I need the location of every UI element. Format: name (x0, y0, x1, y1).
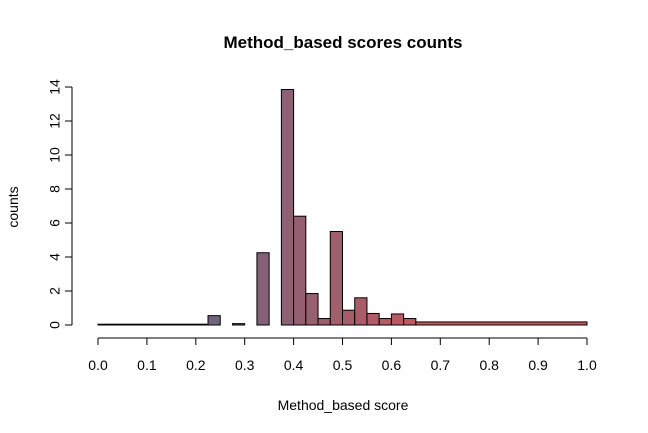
histogram-bar-2 (231, 323, 246, 326)
x-axis-label: Method_based score (278, 397, 409, 413)
histogram-bar-8 (329, 231, 343, 326)
histogram-bar-12 (378, 318, 392, 326)
histogram-bar-10 (354, 297, 368, 326)
histogram-bar-13 (390, 313, 405, 326)
y-axis-label: counts (5, 186, 21, 227)
y-tick-label: 10 (47, 147, 63, 163)
y-tick-label: 6 (47, 219, 63, 227)
y-axis: 0 2 4 6 8 10 12 14 (47, 79, 73, 329)
x-tick-label: 0.1 (137, 357, 157, 373)
x-tick-label: 0.6 (382, 357, 402, 373)
histogram-bar-7 (317, 318, 331, 326)
x-tick-label: 0.8 (479, 357, 499, 373)
histogram-bar-9 (342, 309, 356, 326)
histogram-bar-5 (293, 215, 307, 326)
y-tick-label: 2 (47, 287, 63, 295)
y-tick-label: 0 (47, 321, 63, 329)
x-tick-label: 1.0 (577, 357, 597, 373)
x-tick-label: 0.3 (235, 357, 255, 373)
y-tick-label: 8 (47, 185, 63, 193)
x-tick-label: 0.5 (333, 357, 353, 373)
histogram-bar-11 (366, 312, 380, 326)
x-tick-label: 0.9 (528, 357, 548, 373)
histogram-bar-14 (403, 318, 417, 326)
bars-group (97, 89, 588, 326)
x-axis: 0.0 0.1 0.2 0.3 0.4 0.5 0.6 0.7 0.8 0.9 1.0 (88, 337, 597, 373)
histogram-bar-1 (207, 315, 221, 326)
x-tick-label: 0.2 (186, 357, 206, 373)
y-tick-label: 4 (47, 253, 63, 261)
histogram-bar-15 (415, 321, 588, 326)
x-tick-label: 0.4 (284, 357, 304, 373)
histogram-bar-3 (256, 252, 270, 326)
x-tick-label: 0.0 (88, 357, 108, 373)
histogram-bar-6 (305, 293, 319, 326)
y-tick-label: 14 (47, 79, 63, 95)
y-tick-label: 12 (47, 113, 63, 129)
x-tick-label: 0.7 (431, 357, 451, 373)
histogram-bar-0 (97, 323, 209, 326)
histogram-bar-4 (280, 89, 295, 326)
chart-title: Method_based scores counts (223, 33, 462, 52)
